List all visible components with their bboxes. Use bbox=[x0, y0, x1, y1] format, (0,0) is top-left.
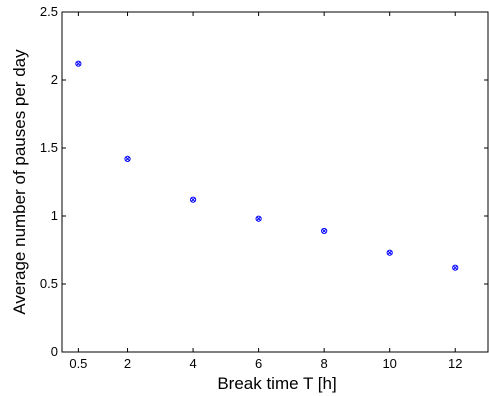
y-tick-label: 1 bbox=[51, 208, 58, 223]
x-axis-label: Break time T [h] bbox=[217, 374, 336, 393]
x-tick-label: 2 bbox=[124, 356, 131, 371]
data-point bbox=[321, 227, 328, 235]
data-points bbox=[75, 60, 459, 271]
data-point bbox=[189, 196, 197, 203]
axis-ticks bbox=[62, 11, 488, 353]
data-point bbox=[386, 249, 393, 256]
y-tick-label: 1.5 bbox=[40, 140, 58, 155]
y-tick-label: 2.5 bbox=[40, 4, 58, 19]
y-tick-label: 0 bbox=[51, 344, 58, 359]
data-point bbox=[124, 155, 131, 162]
plot-area bbox=[61, 11, 489, 353]
x-tick-label: 4 bbox=[189, 356, 196, 371]
y-tick-label: 2 bbox=[51, 72, 58, 87]
data-point bbox=[452, 264, 459, 271]
x-tick-label: 6 bbox=[255, 356, 262, 371]
x-tick-label: 0.5 bbox=[69, 356, 87, 371]
x-tick-label: 12 bbox=[448, 356, 462, 371]
x-tick-label: 8 bbox=[321, 356, 328, 371]
data-point bbox=[75, 60, 82, 67]
axis-tick-labels: 0.5 2 4 6 8 10 12 0 0.5 1 1.5 2 2.5 bbox=[40, 4, 463, 371]
y-axis-label: Average number of pauses per day bbox=[10, 49, 29, 315]
y-tick-label: 0.5 bbox=[40, 276, 58, 291]
data-point bbox=[255, 215, 262, 222]
x-tick-label: 10 bbox=[382, 356, 396, 371]
